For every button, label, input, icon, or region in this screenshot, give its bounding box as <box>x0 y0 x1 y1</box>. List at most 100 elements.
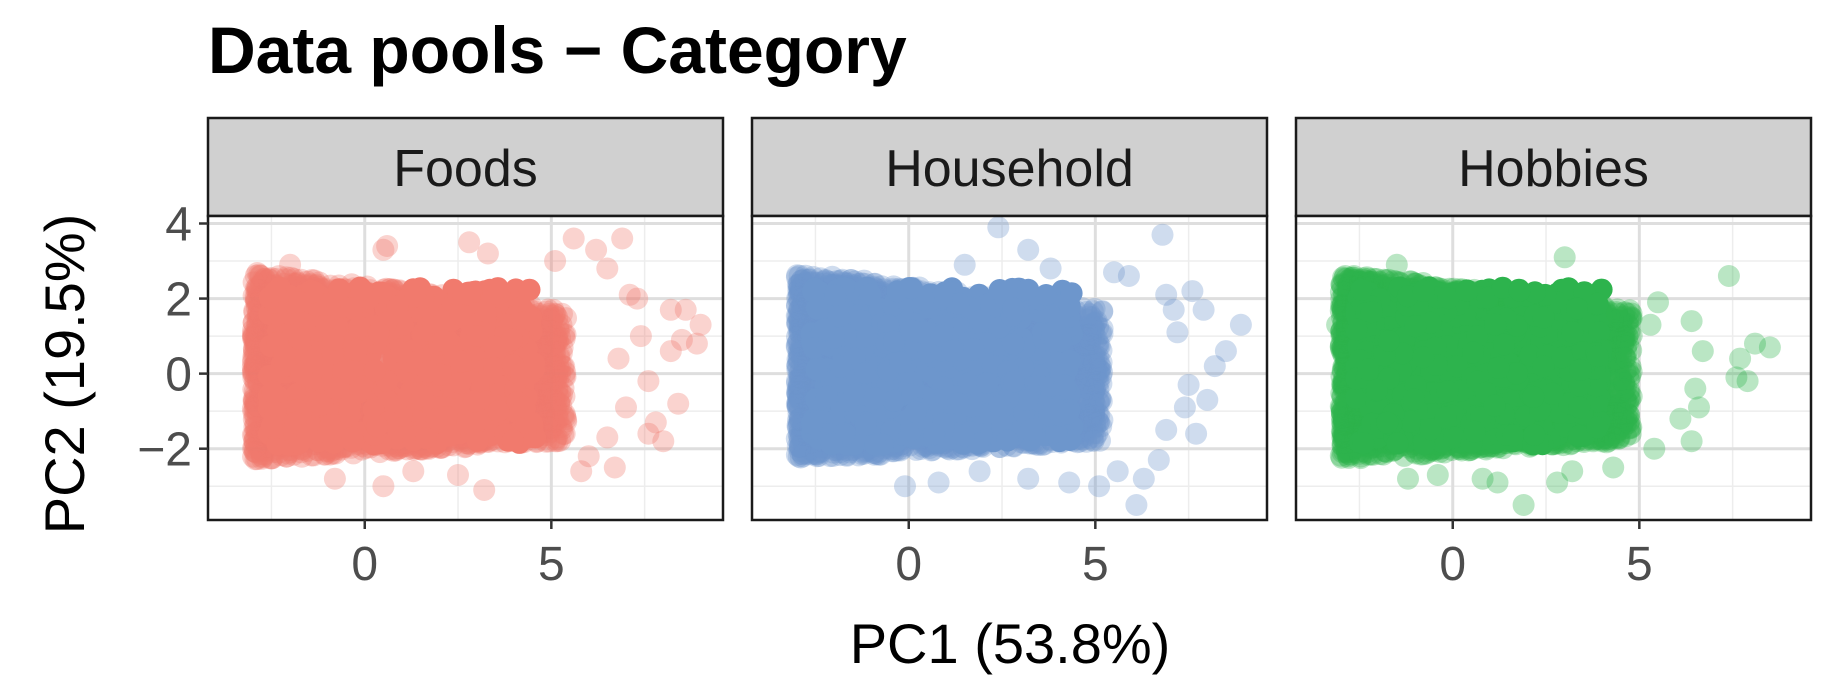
data-point <box>667 392 690 415</box>
data-point <box>541 307 564 330</box>
data-point <box>543 305 566 327</box>
data-point <box>689 313 712 336</box>
data-point <box>545 331 568 354</box>
data-point <box>432 329 455 352</box>
chart-title: Data pools − Category <box>208 13 907 87</box>
data-point <box>251 446 274 469</box>
data-point <box>536 377 559 400</box>
data-point <box>541 323 564 346</box>
data-point <box>550 416 573 438</box>
data-point <box>243 440 266 463</box>
data-point <box>474 302 497 325</box>
data-point <box>542 369 565 392</box>
data-point <box>260 415 283 437</box>
data-point <box>547 346 570 369</box>
data-point <box>363 359 386 382</box>
data-point <box>449 304 472 326</box>
data-point <box>550 342 573 364</box>
data-point <box>411 384 434 407</box>
x-tick-label: 5 <box>538 538 565 591</box>
data-point <box>553 365 576 388</box>
data-point <box>322 328 345 351</box>
data-point <box>323 467 346 490</box>
data-point <box>553 323 576 346</box>
data-point <box>288 327 311 350</box>
data-point <box>546 400 569 423</box>
data-point <box>372 238 395 261</box>
data-point <box>553 327 576 350</box>
data-point <box>585 238 608 261</box>
data-point <box>341 426 364 449</box>
data-point <box>242 437 264 460</box>
data-point <box>518 278 541 301</box>
data-point <box>562 227 585 250</box>
data-point <box>447 464 469 486</box>
data-point <box>553 385 576 408</box>
data-point <box>553 355 576 378</box>
data-point <box>415 427 437 449</box>
data-point <box>543 337 566 360</box>
series-points <box>241 227 712 501</box>
data-point <box>449 372 472 395</box>
data-point <box>551 302 573 325</box>
data-point <box>543 335 566 358</box>
data-point <box>541 346 564 368</box>
data-point <box>350 278 373 301</box>
data-point <box>544 348 567 371</box>
data-point <box>546 378 569 401</box>
data-point <box>549 326 572 349</box>
data-point <box>544 250 567 272</box>
data-point <box>296 423 318 446</box>
data-point <box>242 445 265 468</box>
data-point <box>417 360 440 383</box>
data-point <box>242 344 265 367</box>
data-point <box>242 351 264 374</box>
data-point <box>290 362 313 385</box>
data-point <box>513 396 535 419</box>
data-point <box>248 263 270 286</box>
data-point <box>615 396 637 419</box>
data-point <box>328 278 351 301</box>
data-point <box>510 363 533 386</box>
data-point <box>607 347 630 370</box>
data-point <box>541 352 564 375</box>
data-point <box>538 412 561 435</box>
data-point <box>264 281 287 304</box>
data-point <box>452 284 475 307</box>
data-point <box>322 423 345 446</box>
data-point <box>659 340 682 363</box>
data-point <box>466 325 489 347</box>
data-point <box>542 298 565 321</box>
data-point <box>367 321 390 344</box>
data-point <box>548 344 571 367</box>
strip-label: Household <box>885 140 1134 198</box>
data-point <box>324 377 347 400</box>
data-point <box>249 264 271 287</box>
data-point <box>539 380 562 403</box>
data-point <box>618 283 641 306</box>
data-point <box>483 357 506 380</box>
data-point <box>456 411 479 434</box>
data-point <box>539 324 562 347</box>
data-point <box>546 328 569 351</box>
data-point <box>549 429 572 452</box>
data-point <box>543 302 566 325</box>
data-point <box>549 387 572 410</box>
data-point <box>544 340 566 363</box>
data-point <box>487 400 510 423</box>
data-point <box>242 271 265 294</box>
data-point <box>348 315 371 338</box>
data-point <box>545 327 568 349</box>
data-point <box>366 415 388 438</box>
data-point <box>603 456 626 479</box>
data-point <box>538 385 561 408</box>
data-point <box>466 429 489 452</box>
data-point <box>536 384 559 407</box>
data-point <box>288 291 311 313</box>
data-point <box>449 350 472 373</box>
data-point <box>486 277 509 300</box>
data-point <box>538 399 561 422</box>
data-point <box>546 325 569 348</box>
